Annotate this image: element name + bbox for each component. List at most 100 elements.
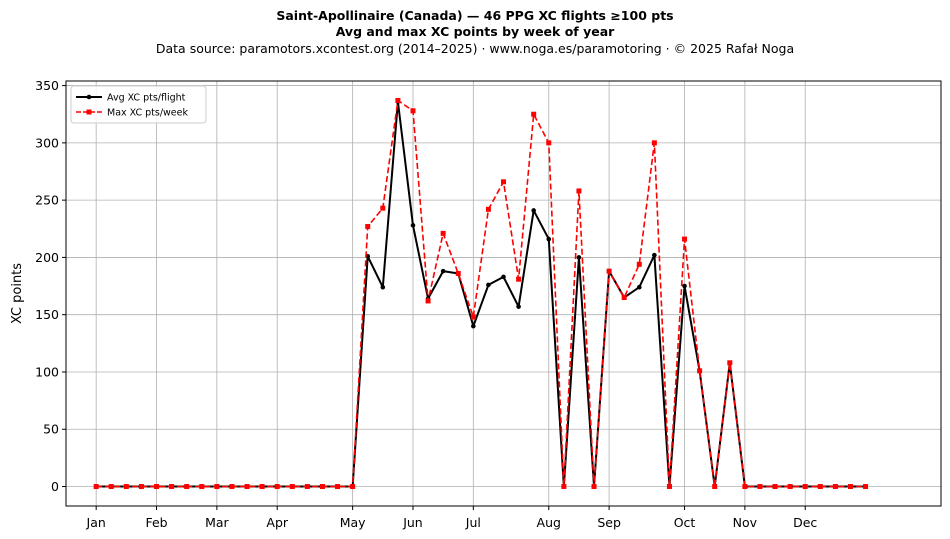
data-point [652,252,657,258]
series-line [96,99,866,488]
data-point [154,484,160,490]
x-axis: Jan Feb Mar Apr May Jun Jul Aug Sep Oct Nov Dec [86,506,817,530]
chart-titles: Saint-Apollinaire (Canada) — 46 PPG XC f… [0,8,950,57]
data-point [606,268,612,274]
data-point [591,484,597,490]
data-point [847,484,853,490]
y-tick-label: 300 [35,135,59,150]
data-point [576,255,582,260]
data-point [138,484,144,490]
data-point [621,295,627,301]
data-point [561,484,567,490]
x-tick-label: Jul [465,515,481,530]
data-point [682,283,687,289]
data-point [636,284,642,290]
data-point [350,484,356,490]
data-point [531,111,537,117]
data-point [727,360,733,366]
data-point [395,97,401,103]
x-tick-label: Dec [793,515,817,530]
data-point [666,484,672,490]
x-tick-label: Nov [733,515,758,530]
data-point [274,484,280,490]
data-point [546,140,552,146]
data-point [863,484,869,490]
data-point [576,188,582,194]
data-point [470,314,476,320]
data-point [244,484,250,490]
data-point [742,484,748,490]
data-point [772,484,778,490]
legend: Avg XC pts/flight Max XC pts/week [70,85,207,124]
x-tick-label: Apr [266,515,288,530]
data-point [440,268,446,274]
data-point [651,140,657,146]
data-point [697,368,703,374]
x-tick-label: Jan [86,515,106,530]
y-axis-label: XC points [10,263,25,324]
x-tick-label: Jun [402,515,423,530]
y-tick-label: 250 [35,193,59,208]
data-point [365,223,371,229]
data-point [682,236,688,242]
y-tick-label: 0 [51,479,59,494]
y-axis: 0 50 100 150 200 250 300 350 [35,78,66,494]
legend-label: Avg XC pts/flight [107,93,186,104]
data-point [516,276,522,282]
data-point [455,270,461,276]
data-point [546,236,552,242]
x-tick-label: Aug [537,515,561,530]
data-point [636,261,642,267]
data-point [516,304,521,309]
data-point [531,208,536,213]
data-point [259,484,265,490]
data-point [184,484,190,490]
data-point [319,484,325,490]
series-line [96,100,866,488]
data-point [380,284,386,290]
y-tick-label: 200 [35,250,59,265]
data-point [425,298,431,304]
data-point [123,484,129,490]
data-point [199,484,205,490]
y-tick-label: 100 [35,364,59,379]
data-point [471,323,476,329]
grid [66,81,941,506]
legend-box [70,85,207,124]
data-point [787,484,793,490]
data-point [817,484,823,490]
x-tick-label: Mar [205,515,229,530]
x-tick-label: Oct [674,515,696,530]
x-tick-label: May [340,515,366,530]
series-layer [93,97,869,490]
chart-subtitle: Avg and max XC points by week of year [335,24,615,39]
y-tick-label: 350 [35,78,59,93]
series-1 [93,99,868,489]
data-source-note: Data source: paramotors.xcontest.org (20… [155,41,795,56]
data-point [108,484,114,490]
x-tick-label: Feb [145,515,167,530]
data-point [485,206,491,212]
data-point [380,205,386,211]
y-tick-label: 50 [43,422,59,437]
chart-title: Saint-Apollinaire (Canada) — 46 PPG XC f… [276,8,674,23]
data-point [501,179,506,185]
data-point [501,274,506,280]
data-point [229,484,235,490]
series-2 [93,97,869,490]
data-point [802,484,808,490]
data-point [410,108,416,114]
data-point [289,484,295,490]
data-point [304,484,310,490]
data-point [93,484,99,490]
data-point [335,484,341,490]
data-point [832,484,838,490]
data-point [486,282,491,288]
data-point [757,484,763,490]
data-point [169,484,175,490]
data-point [410,223,416,228]
data-point [440,230,446,236]
data-point [712,484,718,490]
x-tick-label: Sep [597,515,621,530]
